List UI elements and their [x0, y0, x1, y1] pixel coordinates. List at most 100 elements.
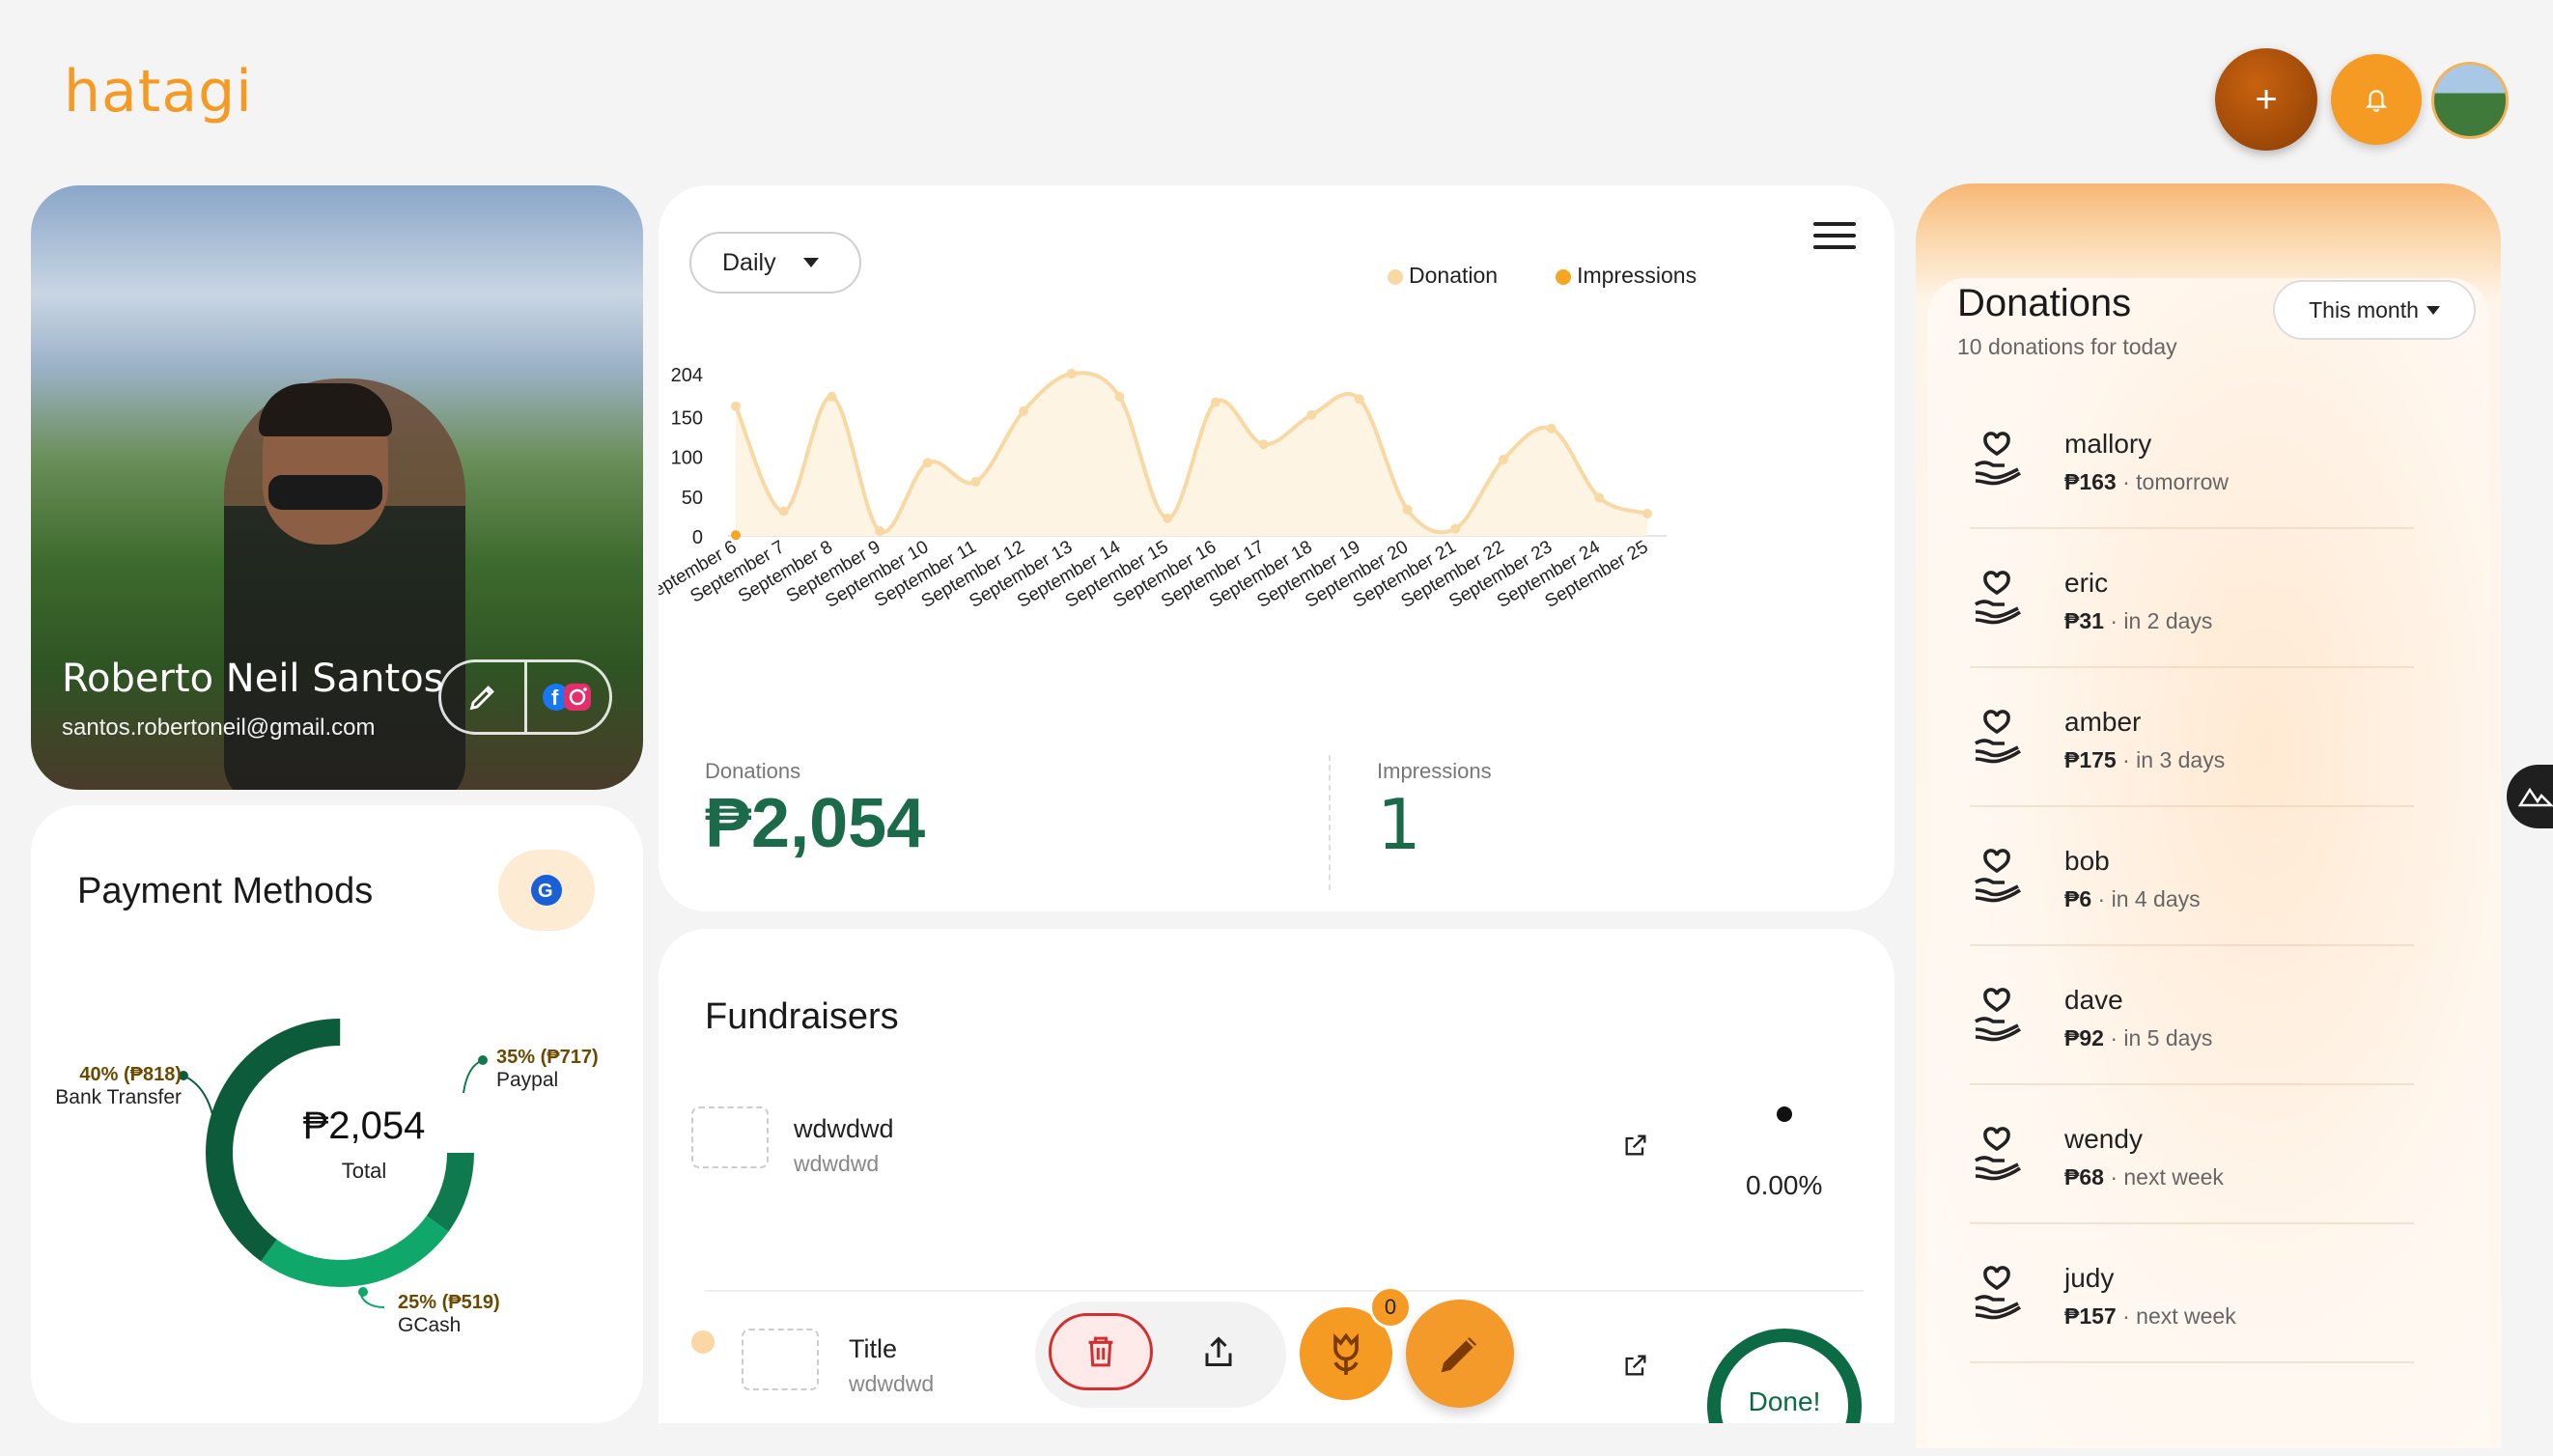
- plant-count-badge: 0: [1369, 1286, 1412, 1329]
- donation-item[interactable]: eric ₱31 · in 2 days: [1970, 529, 2414, 668]
- fundraiser-desc: wdwdwd: [849, 1371, 935, 1396]
- legend-dot-impressions: [1556, 268, 1572, 285]
- delete-button[interactable]: [1049, 1313, 1153, 1390]
- period-select-value: Daily: [722, 248, 776, 276]
- donations-card: [1916, 183, 2501, 1448]
- donation-point[interactable]: [1019, 406, 1029, 416]
- donation-point[interactable]: [1594, 492, 1605, 503]
- donation-point[interactable]: [778, 506, 789, 517]
- donor-name: mallory: [2064, 429, 2152, 459]
- social-links-button[interactable]: f: [523, 662, 610, 732]
- external-link-icon[interactable]: [1622, 1352, 1649, 1379]
- legend-item-impressions[interactable]: Impressions: [1556, 263, 1697, 289]
- bank-transfer-name: Bank Transfer: [55, 1086, 182, 1108]
- donation-point[interactable]: [1306, 409, 1317, 420]
- legend-label-donation: Donation: [1409, 263, 1499, 288]
- legend-dot-donation: [1388, 268, 1403, 285]
- donut-slice-bank-transfer[interactable]: [206, 1019, 474, 1287]
- donation-point[interactable]: [827, 391, 837, 402]
- donation-info: ₱163 · tomorrow: [2064, 469, 2229, 495]
- month-filter-select[interactable]: This month: [2273, 280, 2476, 340]
- donation-amount: ₱163: [2064, 469, 2117, 494]
- paypal-name: Paypal: [496, 1069, 559, 1091]
- donation-info: ₱157 · next week: [2064, 1303, 2236, 1330]
- mountain-icon: [2518, 787, 2553, 807]
- payment-total-value: ₱2,054: [302, 1105, 426, 1147]
- donation-point[interactable]: [875, 526, 885, 537]
- donation-when: · in 3 days: [2116, 747, 2226, 772]
- payment-gcash-label: 25% (₱519) GCash: [398, 1292, 500, 1337]
- period-select[interactable]: Daily: [689, 232, 861, 294]
- add-button[interactable]: +: [2215, 48, 2317, 151]
- gcash-button[interactable]: G: [498, 850, 595, 931]
- pencil-icon: [1441, 1337, 1476, 1373]
- donation-item[interactable]: judy ₱157 · next week: [1970, 1224, 2414, 1363]
- donation-point[interactable]: [1210, 397, 1220, 407]
- fundraiser-name: Title: [849, 1334, 898, 1363]
- donation-item[interactable]: wendy ₱68 · next week: [1970, 1085, 2414, 1224]
- profile-name: Roberto Neil Santos: [62, 657, 444, 701]
- fundraiser-thumbnail: [742, 1329, 819, 1390]
- svg-text:G: G: [538, 881, 553, 902]
- legend-item-donation[interactable]: Donation: [1388, 263, 1498, 289]
- donation-point[interactable]: [1642, 508, 1652, 518]
- donation-item[interactable]: bob ₱6 · in 4 days: [1970, 807, 2414, 946]
- legend-label-impressions: Impressions: [1577, 263, 1697, 288]
- tulip-icon: [1333, 1332, 1359, 1375]
- fundraisers-card: Fundraisers wdwdwd wdwdwd 0.00% Title wd…: [659, 929, 1894, 1423]
- user-avatar[interactable]: [2431, 62, 2509, 139]
- menu-icon[interactable]: [1813, 222, 1856, 257]
- fundraiser-row[interactable]: [691, 1106, 769, 1168]
- profile-actions: f: [438, 659, 612, 735]
- donation-info: ₱6 · in 4 days: [2064, 886, 2201, 912]
- donation-point[interactable]: [1546, 423, 1557, 434]
- donation-point[interactable]: [1066, 369, 1077, 378]
- external-link-icon[interactable]: [1622, 1132, 1649, 1159]
- donor-name: amber: [2064, 707, 2142, 737]
- edit-fundraiser-button[interactable]: [1406, 1300, 1514, 1408]
- donation-amount: ₱157: [2064, 1303, 2117, 1329]
- donation-point[interactable]: [970, 477, 981, 487]
- impressions-point[interactable]: [731, 530, 741, 541]
- donation-when: · next week: [2116, 1303, 2236, 1329]
- bell-icon: [2365, 90, 2388, 112]
- donation-point[interactable]: [1163, 513, 1173, 523]
- donor-name: judy: [2064, 1263, 2115, 1293]
- donations-stat-label: Donations: [705, 759, 801, 783]
- pencil-icon: [469, 686, 494, 711]
- profile-card: [31, 185, 643, 790]
- heart-hand-icon: [1975, 571, 2021, 625]
- payment-donut-chart: [206, 1019, 474, 1287]
- donation-amount: ₱31: [2064, 608, 2104, 633]
- donation-point[interactable]: [1354, 394, 1364, 405]
- donut-slice-paypal[interactable]: [206, 1019, 474, 1287]
- donation-point[interactable]: [1402, 504, 1413, 515]
- donation-when: · in 2 days: [2103, 608, 2213, 633]
- donation-point[interactable]: [1114, 391, 1125, 402]
- edit-profile-button[interactable]: [441, 662, 524, 732]
- donation-point[interactable]: [731, 401, 741, 411]
- donut-slice-gcash[interactable]: [206, 1019, 474, 1287]
- donation-item[interactable]: dave ₱92 · in 5 days: [1970, 946, 2414, 1085]
- notifications-button[interactable]: [2331, 54, 2422, 145]
- bank-transfer-share: 40% (₱818): [79, 1064, 182, 1085]
- donation-point[interactable]: [1258, 439, 1269, 450]
- profile-photo-hair: [259, 383, 392, 436]
- fundraiser-thumbnail: [691, 1106, 769, 1168]
- svg-text:f: f: [551, 686, 559, 710]
- impressions-stat-label: Impressions: [1377, 759, 1492, 783]
- donation-point[interactable]: [1450, 523, 1461, 534]
- share-button[interactable]: [1180, 1313, 1257, 1390]
- donation-item[interactable]: amber ₱175 · in 3 days: [1970, 668, 2414, 807]
- impressions-stat-value: 1: [1377, 784, 1421, 865]
- chevron-down-icon: [2426, 305, 2440, 315]
- fundraiser-row[interactable]: [742, 1329, 819, 1390]
- donation-point[interactable]: [1498, 454, 1508, 464]
- donation-point[interactable]: [922, 458, 933, 468]
- app-logo[interactable]: hatagi: [64, 58, 253, 126]
- gcash-share: 25% (₱519): [398, 1292, 500, 1313]
- payment-paypal-label: 35% (₱717) Paypal: [496, 1047, 599, 1092]
- donation-item[interactable]: mallory ₱163 · tomorrow: [1970, 390, 2414, 529]
- side-drawer-tab[interactable]: [2507, 765, 2553, 828]
